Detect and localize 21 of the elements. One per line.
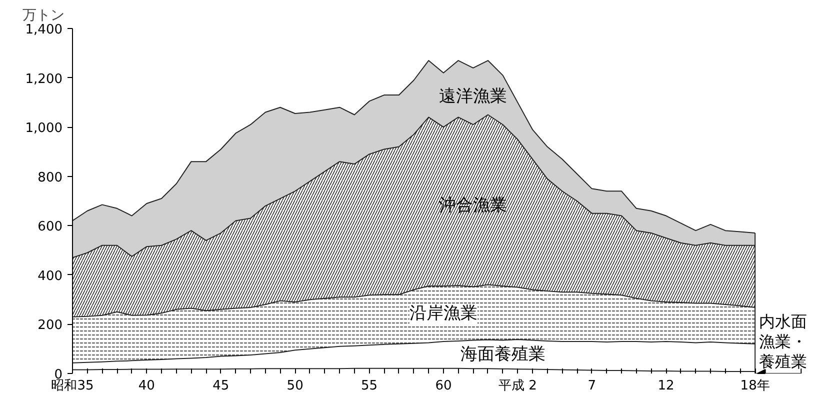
series-label: 海面養殖業 [460, 344, 546, 365]
series-label: 遠洋漁業 [439, 86, 508, 106]
y-tick-label: 800 [38, 170, 63, 186]
series-label: 内水面漁業・養殖業 [759, 312, 808, 371]
x-tick-label: 12 [658, 378, 674, 394]
y-axis-title: 万トン [22, 8, 64, 24]
y-tick-label: 600 [38, 220, 63, 235]
x-tick-label: 55 [361, 378, 378, 394]
y-tick-label: 400 [38, 268, 63, 284]
y-tick-label: 1,000 [25, 121, 62, 136]
x-tick-label: 60 [435, 378, 452, 394]
x-tick-label: 40 [138, 378, 155, 394]
y-tick-label: 1,200 [25, 72, 62, 87]
x-tick-label: 7 [588, 378, 596, 394]
x-tick-label: 45 [212, 378, 230, 394]
x-tick-label: 50 [286, 378, 304, 394]
x-tick-label: 平成 2 [498, 378, 537, 394]
x-tick-label: 18年 [740, 378, 770, 394]
series-label: 沿岸漁業 [409, 304, 478, 324]
y-tick-label: 200 [38, 318, 63, 334]
y-tick-label: 1,400 [25, 22, 62, 38]
